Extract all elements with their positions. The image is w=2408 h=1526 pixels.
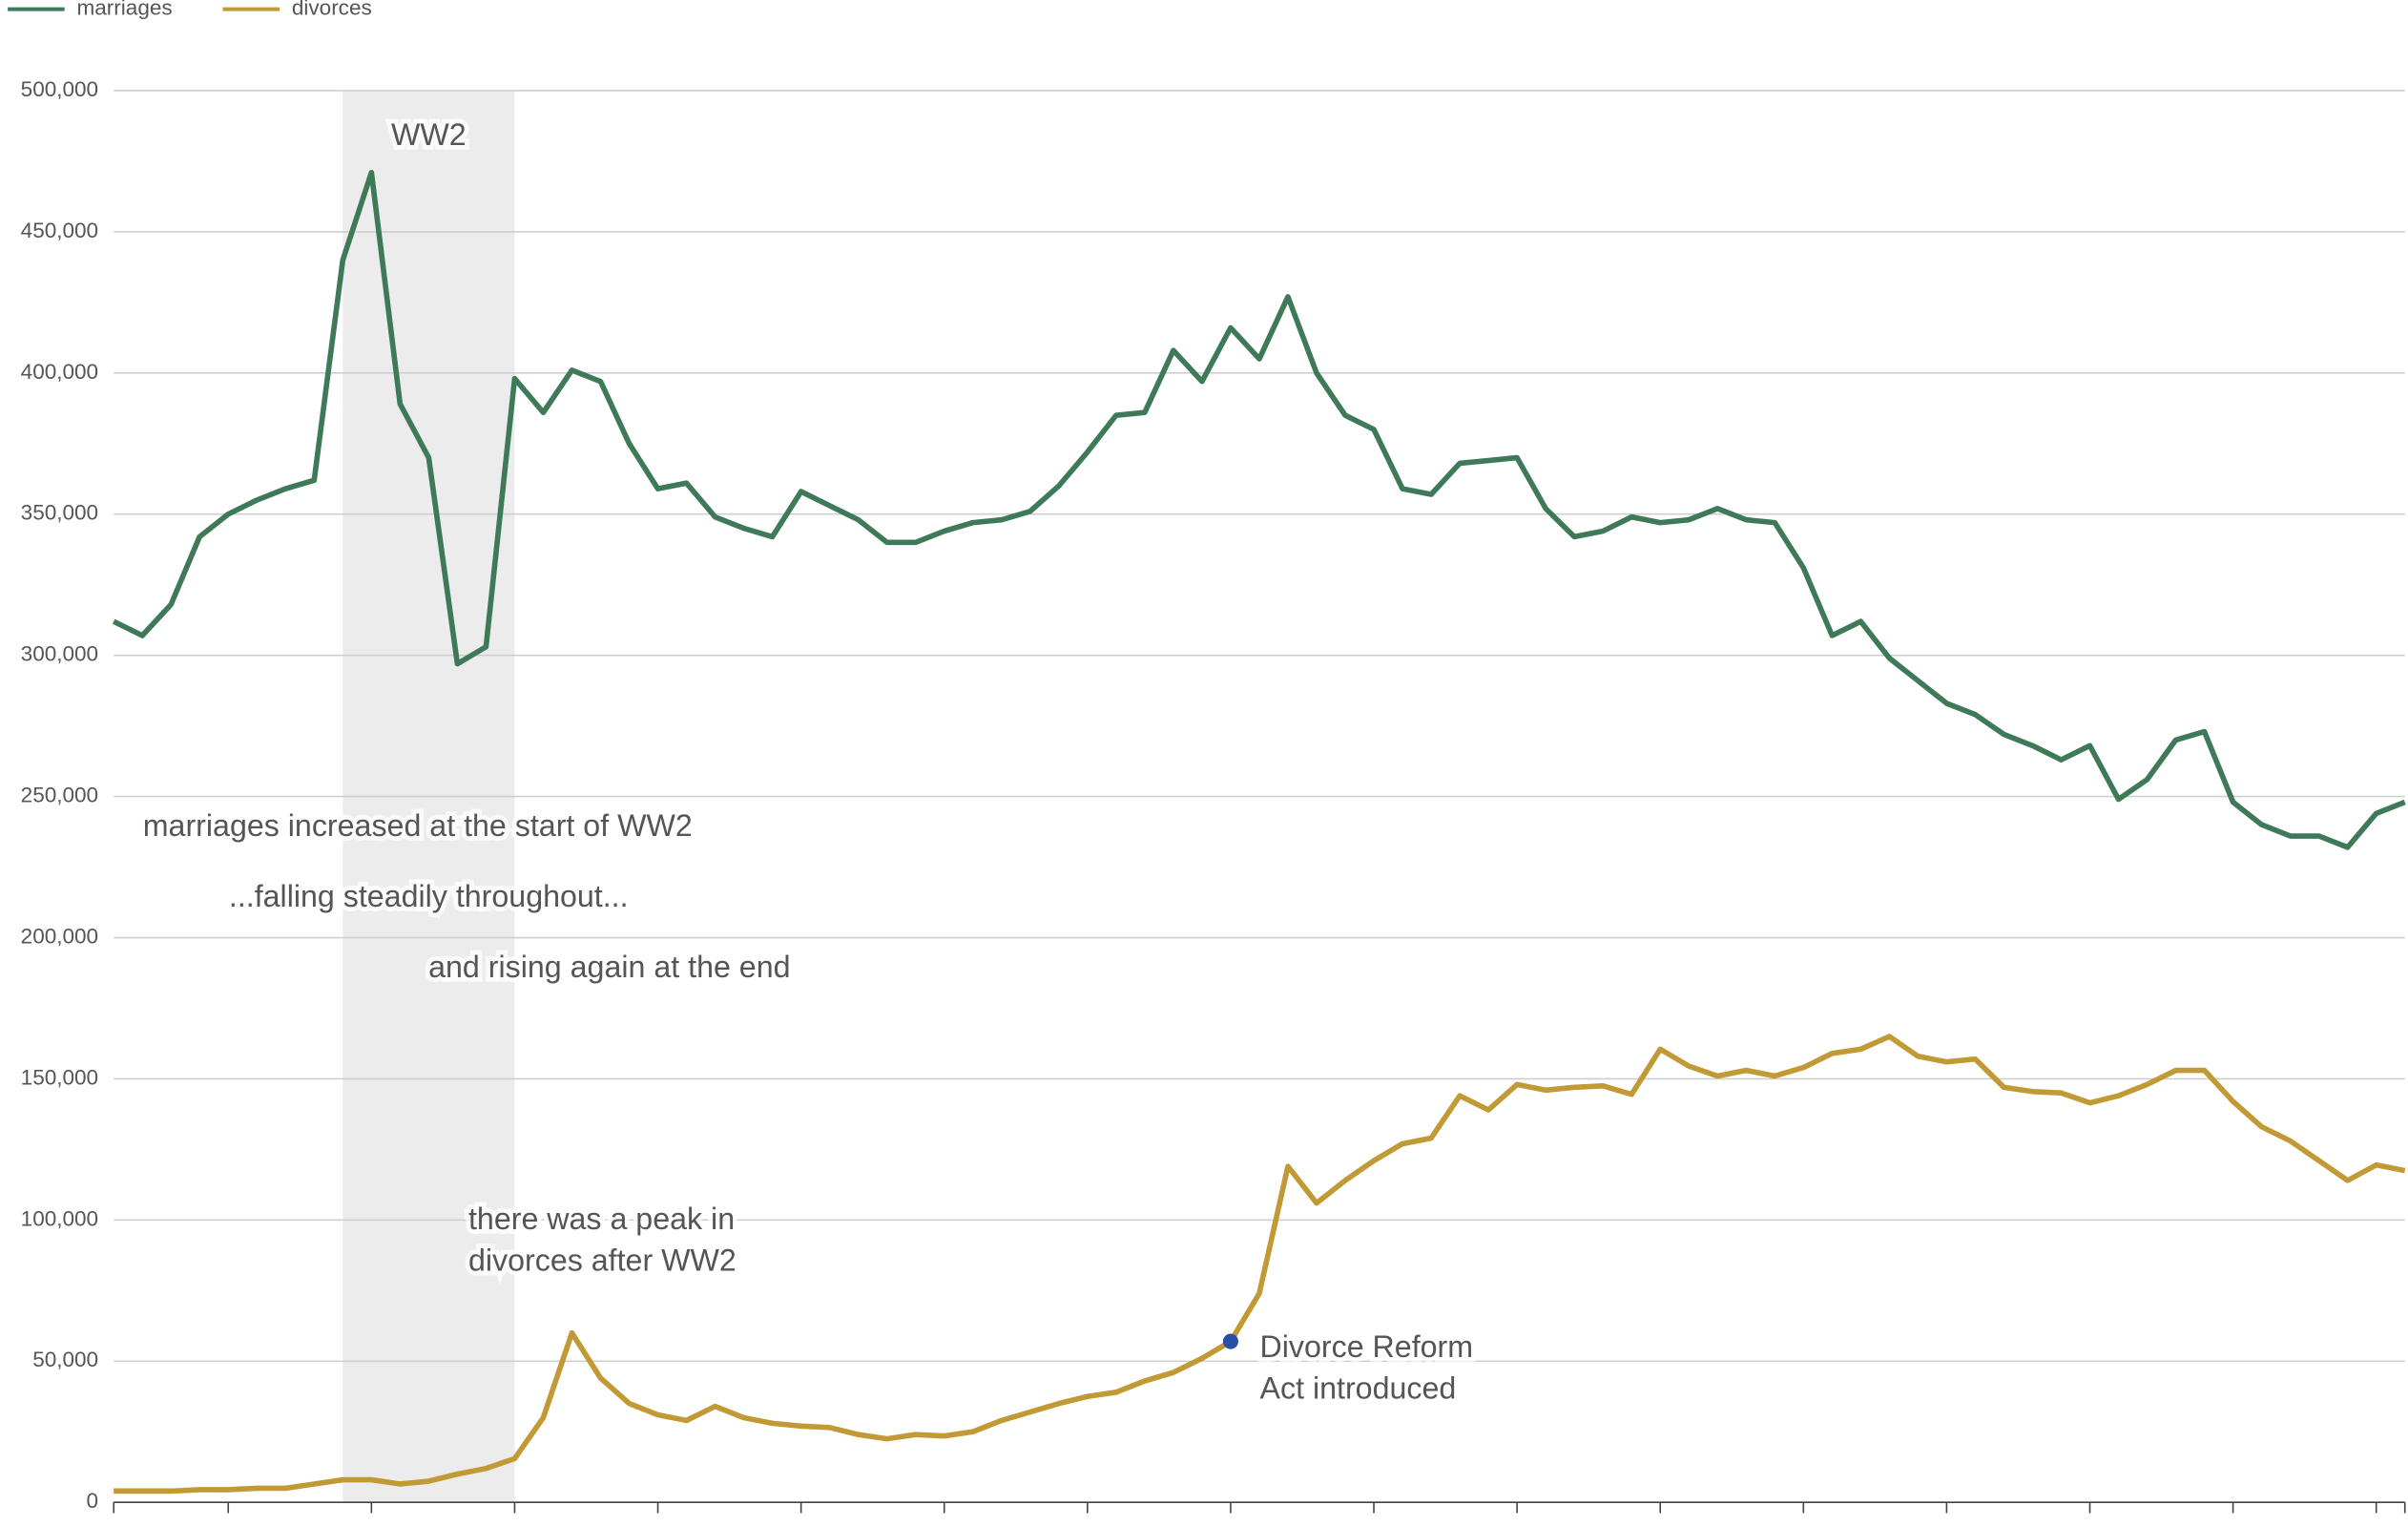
y-tick-label: 100,000 <box>21 1206 98 1230</box>
y-tick-label: 0 <box>87 1489 99 1513</box>
x-tick-label: 1985 <box>1636 1523 1684 1526</box>
annotation: there was a peak in <box>468 1202 735 1236</box>
highlight-point <box>1222 1333 1238 1349</box>
x-tick-label: 1960 <box>921 1523 968 1526</box>
legend-label: marriages <box>77 0 173 20</box>
series-line <box>112 169 2406 850</box>
legend-label: divorces <box>292 0 372 20</box>
y-tick-label: 500,000 <box>21 77 98 101</box>
annotation: and rising again at the end <box>428 950 790 984</box>
highlight-label: Divorce Reform <box>1260 1329 1474 1364</box>
x-tick-label: 1990 <box>1779 1523 1827 1526</box>
x-tick-label: 1950 <box>633 1523 681 1526</box>
y-tick-label: 250,000 <box>21 784 98 807</box>
y-tick-label: 450,000 <box>21 219 98 242</box>
x-tick-label: 2010 <box>2353 1523 2400 1526</box>
x-tick-label: 1980 <box>1493 1523 1541 1526</box>
highlight-label: Act introduced <box>1260 1371 1457 1406</box>
x-tick-label: 1935 <box>204 1523 252 1526</box>
x-tick-label: 1965 <box>1064 1523 1111 1526</box>
x-tick-label: 2000 <box>2065 1523 2113 1526</box>
y-tick-label: 300,000 <box>21 642 98 666</box>
x-tick-label: 1975 <box>1350 1523 1398 1526</box>
x-tick-label: 1970 <box>1207 1523 1255 1526</box>
series-line <box>114 1034 2406 1495</box>
y-tick-label: 350,000 <box>21 501 98 525</box>
annotation: divorces after WW2 <box>468 1244 737 1278</box>
y-tick-label: 50,000 <box>32 1348 98 1371</box>
y-tick-label: 200,000 <box>21 924 98 948</box>
band-label: WW2 <box>391 117 467 152</box>
x-tick-label: 1995 <box>1922 1523 1970 1526</box>
y-tick-label: 400,000 <box>21 360 98 384</box>
x-tick-label: 1940 <box>347 1523 395 1526</box>
annotation: ...falling steadily throughout... <box>229 879 629 913</box>
x-tick-label: 1955 <box>778 1523 825 1526</box>
x-tick-label: 1945 <box>490 1523 538 1526</box>
x-tick-label: 2005 <box>2210 1523 2257 1526</box>
annotation: marriages increased at the start of WW2 <box>143 808 693 843</box>
y-tick-label: 150,000 <box>21 1065 98 1089</box>
